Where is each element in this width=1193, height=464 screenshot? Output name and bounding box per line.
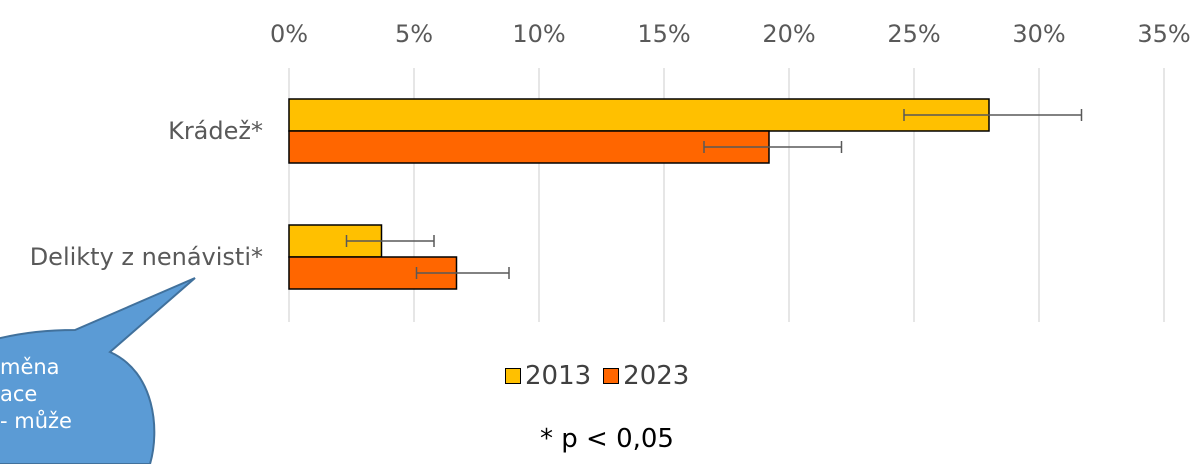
legend-swatch-2013 — [505, 368, 521, 384]
x-tick-label-4: 20% — [762, 20, 815, 48]
legend-label-2013: 2013 — [525, 361, 592, 391]
legend-item-2023: 2023 — [603, 361, 689, 391]
legend-label-2023: 2023 — [623, 361, 690, 391]
callout-line-3: - může — [0, 409, 72, 433]
bar-2013-0 — [288, 98, 990, 132]
x-tick-label-7: 35% — [1137, 20, 1190, 48]
legend-item-2013: 2013 — [505, 361, 591, 391]
x-tick-label-5: 25% — [887, 20, 940, 48]
callout-line-1: měna — [0, 355, 60, 379]
x-tick-label-6: 30% — [1012, 20, 1065, 48]
category-label-0: Krádež* — [168, 117, 263, 145]
legend-swatch-2023 — [603, 368, 620, 384]
callout-bubble-shape — [0, 277, 196, 464]
significance-footnote: * p < 0,05 — [540, 424, 674, 454]
category-label-1: Delikty z nenávisti* — [30, 243, 263, 271]
bar-2023-1 — [288, 256, 458, 290]
x-tick-label-0: 0% — [270, 20, 308, 48]
legend: 2013 2023 — [505, 361, 689, 391]
callout-text: měna ace - může — [0, 354, 150, 435]
x-tick-label-2: 10% — [512, 20, 565, 48]
x-tick-label-3: 15% — [637, 20, 690, 48]
x-tick-label-1: 5% — [395, 20, 433, 48]
callout-line-2: ace — [0, 382, 38, 406]
